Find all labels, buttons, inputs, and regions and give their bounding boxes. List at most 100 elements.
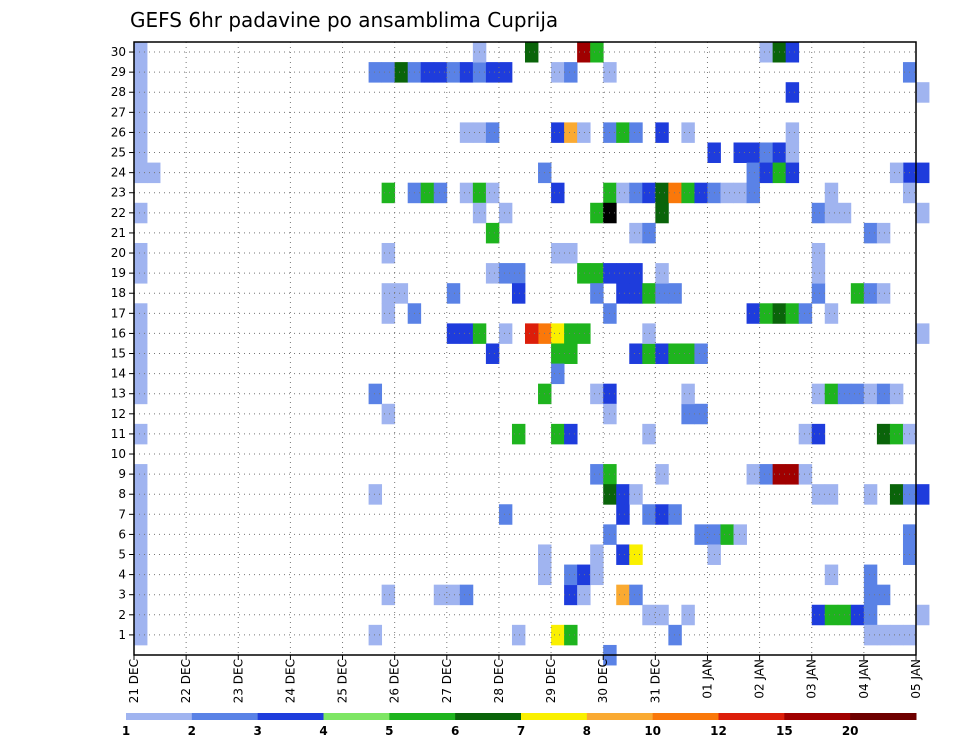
y-tick-label: 16 bbox=[111, 326, 126, 340]
heatmap-cell bbox=[577, 122, 591, 143]
heatmap-cell bbox=[134, 263, 148, 284]
heatmap-cell bbox=[394, 283, 409, 304]
heatmap-cell bbox=[446, 283, 461, 304]
heatmap-cell bbox=[551, 62, 565, 83]
heatmap-cell bbox=[733, 524, 747, 545]
x-tick-label: 03 JAN bbox=[805, 659, 819, 699]
y-tick-label: 26 bbox=[111, 125, 126, 139]
y-tick-label: 5 bbox=[118, 548, 126, 562]
heatmap-cell bbox=[668, 624, 682, 646]
heatmap-cell bbox=[746, 464, 760, 485]
heatmap-cell bbox=[134, 62, 148, 83]
heatmap-cell bbox=[616, 504, 630, 525]
heatmap-cell bbox=[863, 222, 878, 244]
heatmap-cell bbox=[655, 343, 669, 364]
heatmap-cell bbox=[655, 263, 669, 284]
y-tick-label: 13 bbox=[111, 387, 126, 401]
y-tick-label: 28 bbox=[111, 85, 126, 99]
heatmap-cell bbox=[459, 122, 474, 143]
heatmap-cell bbox=[681, 122, 695, 143]
heatmap-cell bbox=[134, 82, 148, 103]
heatmap-cell bbox=[863, 584, 878, 606]
heatmap-cell bbox=[759, 162, 774, 184]
heatmap-cell bbox=[134, 564, 148, 586]
heatmap-cell bbox=[134, 303, 148, 324]
legend-threshold-label: 2 bbox=[188, 724, 196, 738]
heatmap-cell bbox=[876, 222, 891, 244]
heatmap-cell bbox=[850, 283, 865, 304]
plot-frame bbox=[133, 41, 917, 656]
heatmap-cell bbox=[629, 222, 643, 244]
heatmap-cell bbox=[420, 62, 435, 83]
heatmap-cell bbox=[590, 464, 604, 485]
heatmap-cell bbox=[668, 283, 682, 304]
heatmap-cell bbox=[446, 323, 461, 344]
heatmap-cell bbox=[876, 283, 891, 304]
legend-threshold-label: 7 bbox=[517, 724, 525, 738]
heatmap-cell bbox=[916, 162, 930, 184]
y-tick-label: 19 bbox=[111, 266, 126, 280]
heatmap-cell bbox=[694, 343, 708, 364]
heatmap-cell bbox=[668, 343, 682, 364]
heatmap-cells bbox=[134, 42, 930, 666]
heatmap-cell bbox=[655, 202, 669, 224]
heatmap-cell bbox=[616, 263, 630, 284]
heatmap-cell bbox=[694, 524, 708, 545]
heatmap-cell bbox=[629, 263, 643, 284]
heatmap-cell bbox=[694, 403, 708, 425]
heatmap-cell bbox=[616, 484, 630, 505]
heatmap-cell bbox=[134, 524, 148, 545]
heatmap-cell bbox=[459, 182, 474, 204]
heatmap-cell bbox=[551, 242, 565, 264]
x-tick-label: 28 DEC bbox=[492, 659, 506, 703]
heatmap-cell bbox=[876, 584, 891, 606]
heatmap-cell bbox=[694, 182, 708, 204]
heatmap-cell bbox=[811, 423, 826, 445]
heatmap-cell bbox=[876, 423, 891, 445]
heatmap-cell bbox=[134, 624, 148, 646]
heatmap-cell bbox=[564, 122, 578, 143]
heatmap-cell bbox=[811, 242, 826, 264]
heatmap-cell bbox=[551, 182, 565, 204]
heatmap-cell bbox=[525, 42, 539, 63]
heatmap-cell bbox=[381, 584, 396, 606]
heatmap-cell bbox=[629, 584, 643, 606]
heatmap-cell bbox=[811, 604, 826, 626]
y-tick-label: 23 bbox=[111, 186, 126, 200]
heatmap-cell bbox=[916, 202, 930, 224]
heatmap-cell bbox=[916, 484, 930, 505]
heatmap-cell bbox=[785, 122, 800, 143]
heatmap-cell bbox=[368, 62, 383, 83]
x-tick-label: 27 DEC bbox=[440, 659, 454, 703]
heatmap-cell bbox=[564, 584, 578, 606]
heatmap-cell bbox=[134, 383, 148, 405]
heatmap-cell bbox=[629, 122, 643, 143]
y-tick-label: 18 bbox=[111, 286, 126, 300]
heatmap-cell bbox=[655, 464, 669, 485]
heatmap-cell bbox=[850, 383, 865, 405]
legend-swatch bbox=[586, 713, 654, 720]
heatmap-cell bbox=[551, 122, 565, 143]
x-tick-label: 29 DEC bbox=[544, 659, 558, 703]
heatmap-cell bbox=[485, 263, 500, 284]
heatmap-cell bbox=[134, 102, 148, 123]
y-tick-label: 6 bbox=[118, 527, 126, 541]
heatmap-cell bbox=[733, 142, 747, 163]
y-tick-label: 20 bbox=[111, 246, 126, 260]
grid-lines bbox=[133, 42, 917, 655]
heatmap-cell bbox=[629, 544, 643, 565]
heatmap-cell bbox=[446, 62, 461, 83]
y-tick-label: 10 bbox=[111, 447, 126, 461]
legend-swatch bbox=[126, 713, 193, 720]
heatmap-cell bbox=[485, 62, 500, 83]
heatmap-cell bbox=[863, 484, 878, 505]
x-tick-label: 30 DEC bbox=[596, 659, 610, 703]
heatmap-cell bbox=[134, 42, 148, 63]
heatmap-cell bbox=[889, 383, 904, 405]
legend-swatch bbox=[323, 713, 390, 720]
legend-threshold-label: 1 bbox=[122, 724, 130, 738]
heatmap-cell bbox=[720, 182, 734, 204]
heatmap-cell bbox=[564, 423, 578, 445]
heatmap-cell bbox=[785, 303, 800, 324]
heatmap-cell bbox=[498, 504, 513, 525]
